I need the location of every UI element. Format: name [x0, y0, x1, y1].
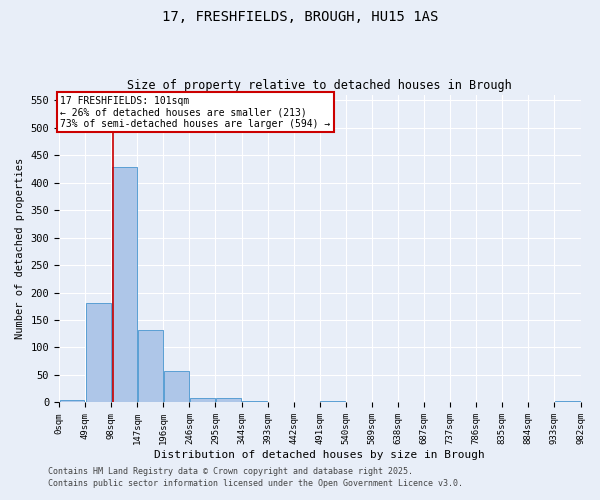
Text: 17, FRESHFIELDS, BROUGH, HU15 1AS: 17, FRESHFIELDS, BROUGH, HU15 1AS — [162, 10, 438, 24]
Title: Size of property relative to detached houses in Brough: Size of property relative to detached ho… — [127, 79, 512, 92]
Bar — [86, 304, 110, 402]
Bar — [164, 370, 189, 402]
X-axis label: Distribution of detached houses by size in Brough: Distribution of detached houses by size … — [154, 450, 485, 460]
Bar — [112, 167, 137, 402]
Bar — [216, 398, 241, 402]
Text: Contains HM Land Registry data © Crown copyright and database right 2025.
Contai: Contains HM Land Registry data © Crown c… — [48, 466, 463, 487]
Bar — [320, 401, 345, 402]
Bar — [190, 398, 215, 402]
Bar — [555, 401, 580, 402]
Bar — [138, 330, 163, 402]
Text: 17 FRESHFIELDS: 101sqm
← 26% of detached houses are smaller (213)
73% of semi-de: 17 FRESHFIELDS: 101sqm ← 26% of detached… — [60, 96, 331, 129]
Y-axis label: Number of detached properties: Number of detached properties — [15, 158, 25, 339]
Bar — [59, 400, 85, 402]
